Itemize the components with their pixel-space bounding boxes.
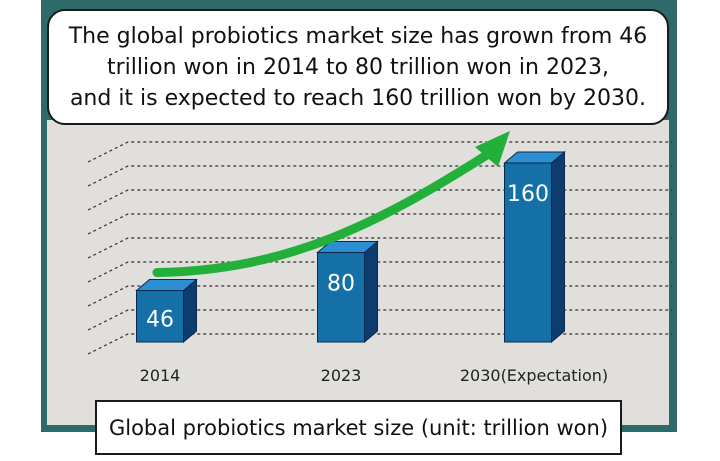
growth-arrow [152,130,510,278]
x-tick-label: 2014 [140,366,181,385]
gridline [87,309,672,331]
bar-front [504,162,552,343]
summary-callout: The global probiotics market size has gr… [47,9,669,125]
x-axis-labels: 2014 2023 2030(Expectation) [140,366,609,385]
growth-arrow-head [475,130,510,167]
bar-value-label: 160 [507,182,549,207]
bar-value-label: 46 [146,307,174,332]
gridline [87,165,672,187]
bar: 46 [135,278,198,344]
chart-caption: Global probiotics market size (unit: tri… [95,400,622,455]
bar-value-label: 80 [327,271,355,296]
bar-front [317,251,365,343]
x-tick-label: 2023 [321,366,362,385]
bars: 46 80 160 [135,150,566,344]
callout-line: The global probiotics market size has gr… [68,23,648,49]
gridline [87,285,672,307]
callout-line: trillion won in 2014 to 80 trillion won … [107,54,609,80]
growth-arrow-shaft [152,148,495,278]
gridlines [87,141,672,355]
bar-front [136,290,184,343]
gridline [87,141,672,163]
gridline [87,189,672,211]
bar: 160 [503,150,566,344]
gridline [87,213,672,235]
gridline [87,237,672,259]
gridline [87,261,672,283]
x-tick-label: 2030(Expectation) [460,366,608,385]
bar-side [364,240,378,344]
bar: 80 [316,240,379,344]
callout-line: and it is expected to reach 160 trillion… [69,85,647,111]
gridline [87,333,672,355]
bar-side [551,150,565,344]
